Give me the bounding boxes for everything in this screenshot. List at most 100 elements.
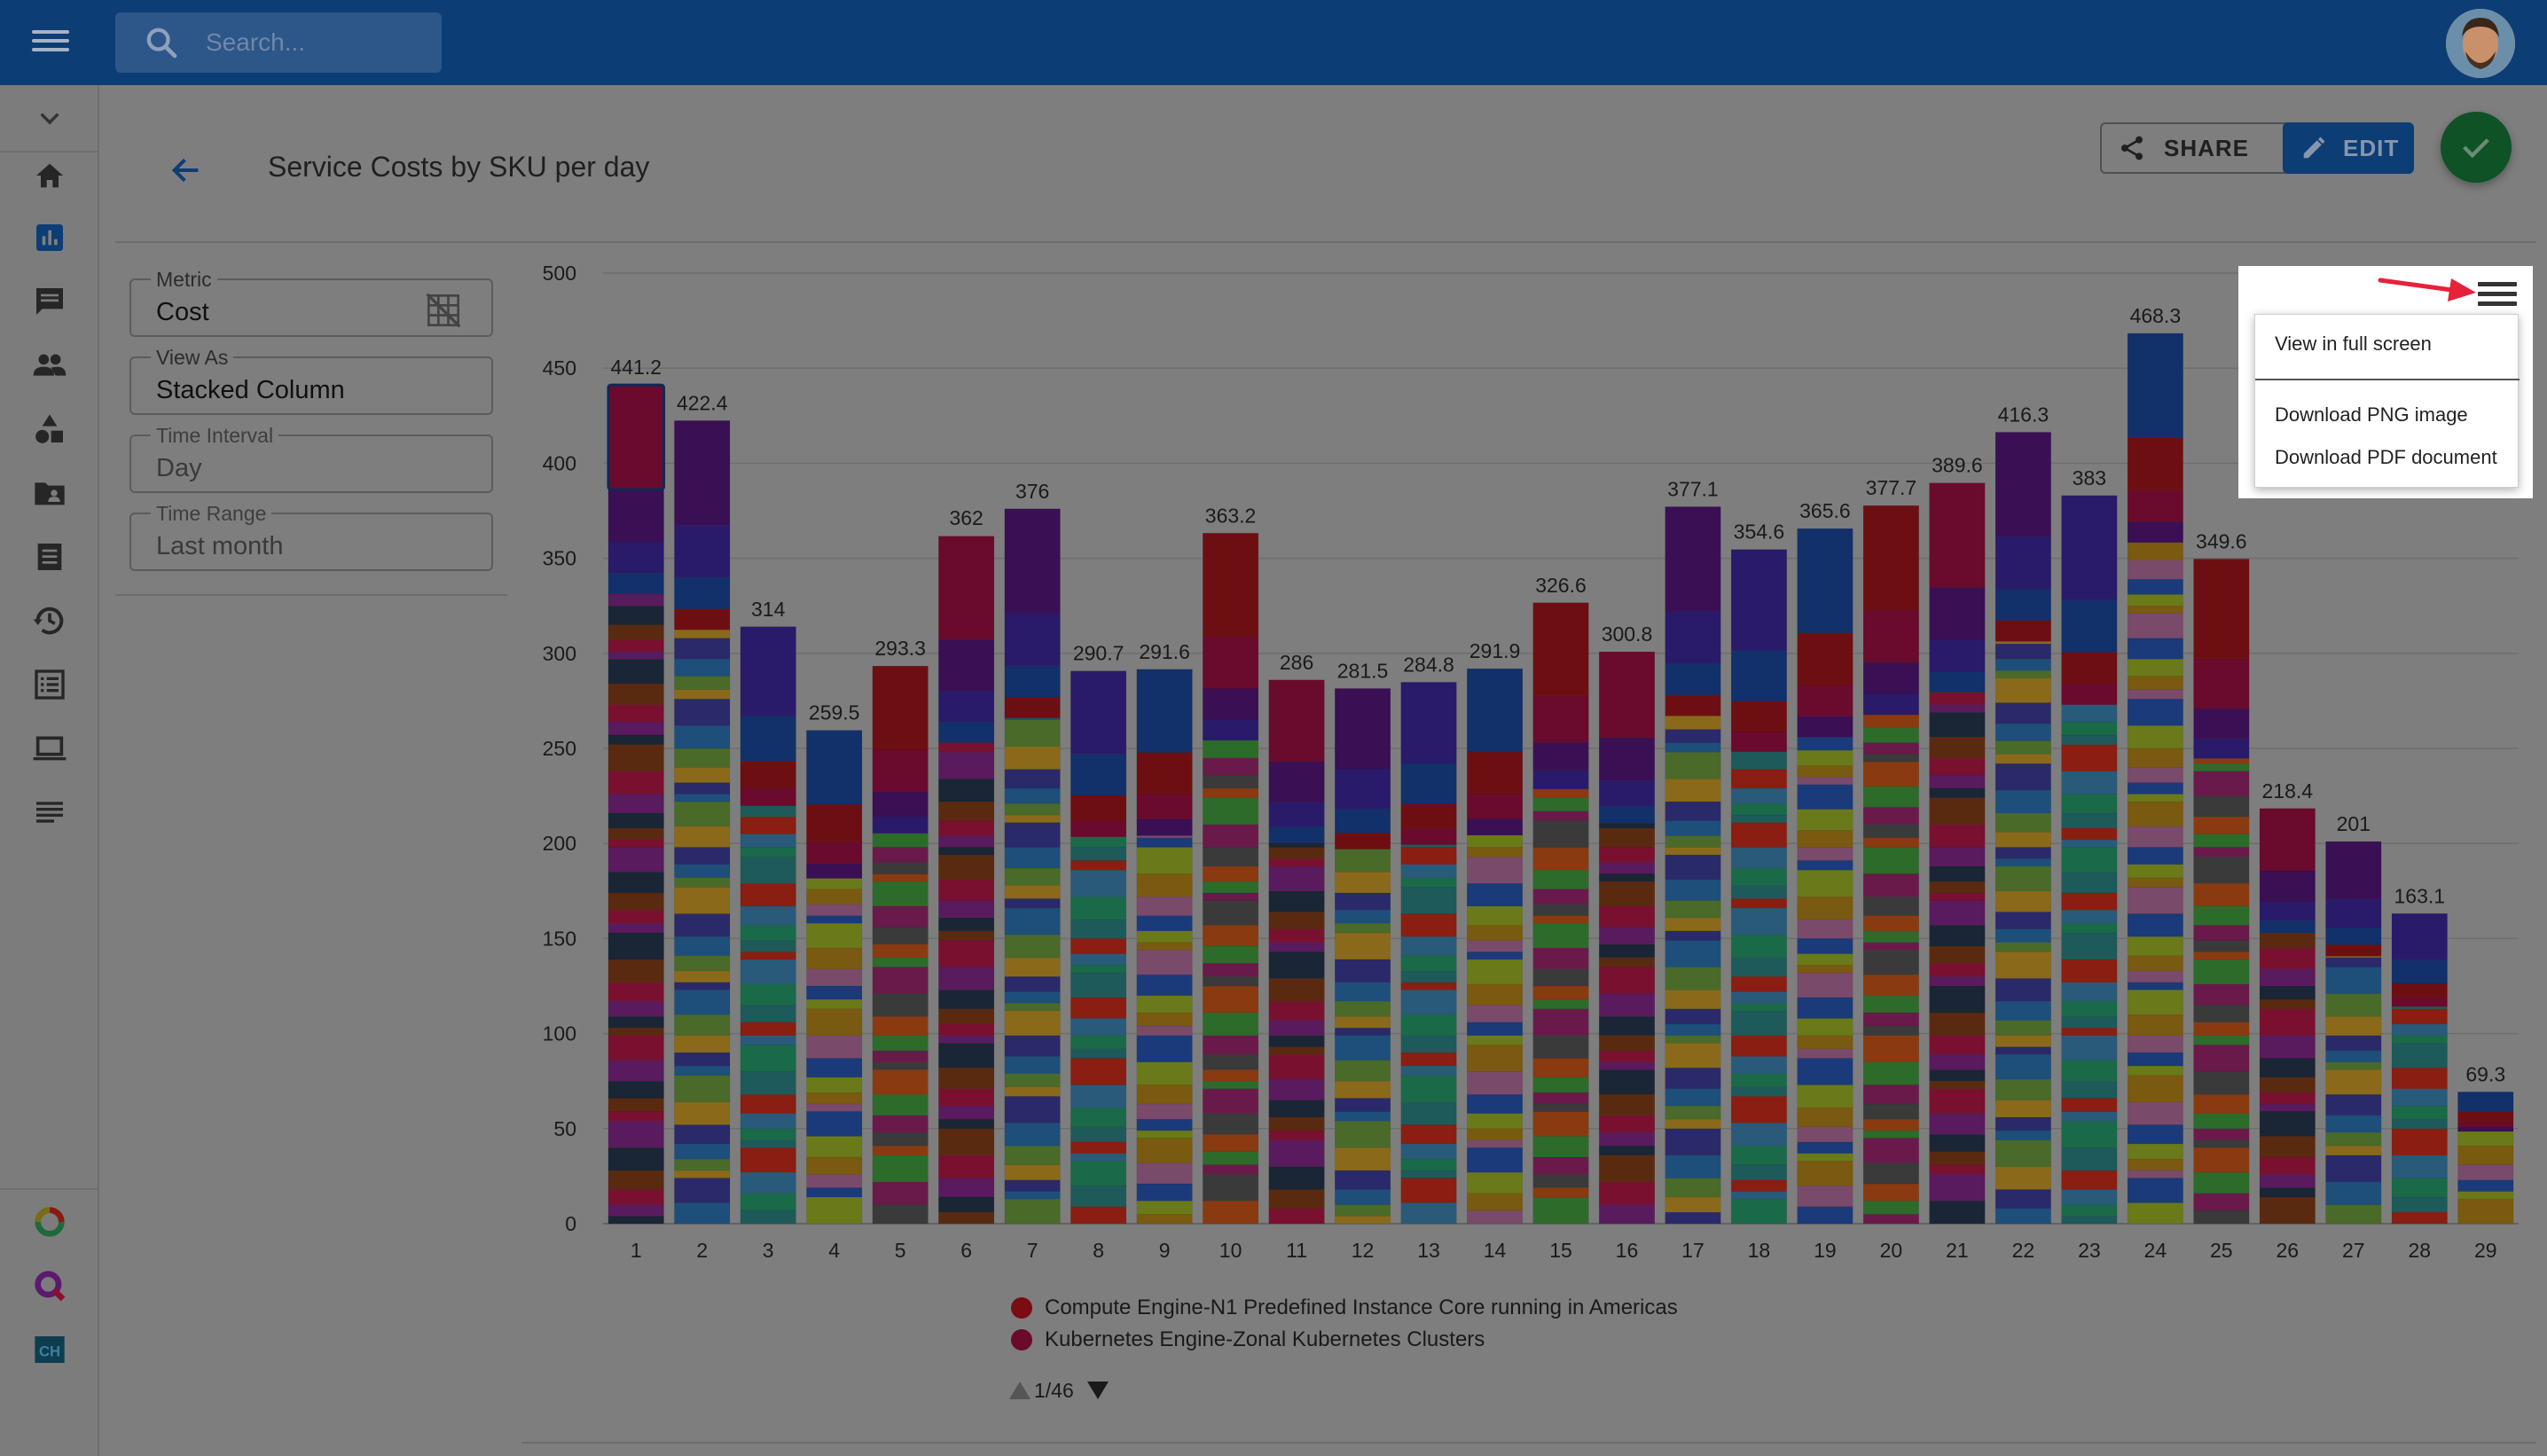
bar-segment (1862, 786, 1919, 808)
shapes-icon[interactable] (30, 410, 69, 449)
laptop-icon[interactable] (30, 729, 69, 768)
search-box[interactable] (115, 12, 442, 73)
bar-segment (1466, 1113, 1524, 1130)
grid-off-icon[interactable] (426, 293, 461, 328)
bar-segment (2127, 1052, 2183, 1067)
bar-segment (1335, 959, 1391, 982)
bar-segment (1730, 1073, 1787, 1087)
bar-segment (1004, 746, 1061, 770)
receipt-icon[interactable] (30, 537, 69, 576)
ch-logo-icon[interactable]: CH (30, 1330, 69, 1369)
chart-menu-icon[interactable] (2478, 277, 2517, 310)
bar-segment (1268, 890, 1325, 912)
bar-segment (1335, 849, 1391, 873)
bar-segment (806, 1196, 863, 1225)
bar-segment (1929, 670, 1986, 693)
bar-segment (938, 691, 995, 723)
search-logo-icon[interactable] (30, 1266, 69, 1305)
back-arrow-icon[interactable] (165, 153, 208, 188)
bar-segment (1730, 898, 1787, 909)
bar-segment (740, 925, 796, 941)
home-icon[interactable] (30, 156, 69, 195)
notes-icon[interactable] (30, 793, 69, 832)
bar-segment (1070, 753, 1127, 796)
bar-segment (1532, 1008, 1589, 1036)
bar-segment (1070, 1058, 1127, 1085)
bar-segment (2061, 827, 2118, 841)
bar-segment (1268, 942, 1325, 952)
chevron-down-icon[interactable] (35, 105, 64, 133)
y-tick-label: 250 (543, 737, 576, 760)
data-label: 201 (2337, 812, 2371, 835)
bar-segment (1797, 965, 1853, 974)
bar-segment (1203, 925, 1259, 947)
circle-logo-icon[interactable] (30, 1202, 69, 1241)
list-icon[interactable] (30, 665, 69, 704)
bar-segment (1730, 787, 1787, 804)
bar-segment (1268, 1053, 1325, 1080)
bar-segment (1598, 862, 1656, 874)
user-avatar[interactable] (2446, 9, 2515, 78)
bar-segment (1335, 1035, 1391, 1061)
bar-segment (1730, 731, 1787, 753)
bar-segment (2259, 1103, 2316, 1112)
menu-item-full-screen[interactable]: View in full screen (2275, 333, 2432, 355)
bar-chart-icon[interactable] (30, 218, 69, 257)
view-as-field[interactable]: View As Stacked Column (129, 346, 493, 415)
menu-item-download-png[interactable]: Download PNG image (2275, 403, 2468, 426)
bar-segment (740, 626, 796, 717)
bar-segment (1929, 797, 1986, 826)
bar-segment (2127, 333, 2183, 439)
bar-segment (740, 1193, 796, 1211)
hamburger-menu-icon[interactable] (32, 25, 69, 60)
menu-item-download-pdf[interactable]: Download PDF document (2275, 446, 2497, 468)
bar-segment (607, 704, 664, 723)
bar-segment (1532, 797, 1589, 812)
bar-segment (2127, 1101, 2183, 1125)
time-interval-field[interactable]: Time Interval Day (129, 424, 493, 493)
bar-segment (674, 1124, 731, 1145)
bar-segment (607, 683, 664, 705)
comment-icon[interactable] (30, 282, 69, 321)
save-check-button[interactable] (2441, 112, 2512, 183)
bar-segment (938, 742, 995, 753)
people-icon[interactable] (30, 346, 69, 385)
bar-segment (1400, 847, 1457, 865)
bar-segment (1203, 881, 1259, 894)
legend-next-icon[interactable] (1087, 1382, 1109, 1399)
bar-segment (607, 489, 664, 543)
bar-segment (607, 744, 664, 771)
bar-segment (1335, 688, 1391, 770)
bar-segment (1203, 892, 1259, 901)
bar-segment (1730, 1145, 1787, 1165)
bar-segment (1862, 1025, 1919, 1036)
bar-segment (938, 854, 995, 881)
edit-button[interactable]: EDIT (2283, 122, 2414, 174)
bar-segment (1665, 917, 1721, 932)
legend-prev-icon[interactable] (1009, 1382, 1031, 1399)
bar-segment (938, 900, 995, 919)
bar-segment (1466, 1171, 1524, 1194)
history-icon[interactable] (30, 601, 69, 640)
metric-field[interactable]: Metric Cost (129, 268, 493, 337)
bar-segment (1268, 951, 1325, 979)
bar-segment (2127, 1075, 2183, 1103)
bar-segment (1070, 869, 1127, 897)
bar-segment (2061, 839, 2118, 848)
bar-segment (607, 721, 664, 736)
bar-segment (938, 1023, 995, 1036)
bar-segment (1665, 990, 1721, 1009)
x-tick-label: 2 (696, 1239, 708, 1262)
time-range-field[interactable]: Time Range Last month (129, 502, 493, 571)
bar-segment (1862, 1061, 1919, 1085)
bar-segment (1994, 1046, 2051, 1055)
bar-segment (740, 951, 796, 960)
data-label: 377.1 (1667, 477, 1719, 500)
bar-segment (2061, 683, 2118, 705)
bar-segment (806, 1111, 863, 1137)
bar-segment (1862, 1035, 1919, 1063)
search-input[interactable] (206, 28, 419, 57)
share-button[interactable]: SHARE (2100, 122, 2300, 174)
contact-folder-icon[interactable] (30, 474, 69, 513)
bar-segment (1400, 970, 1457, 982)
